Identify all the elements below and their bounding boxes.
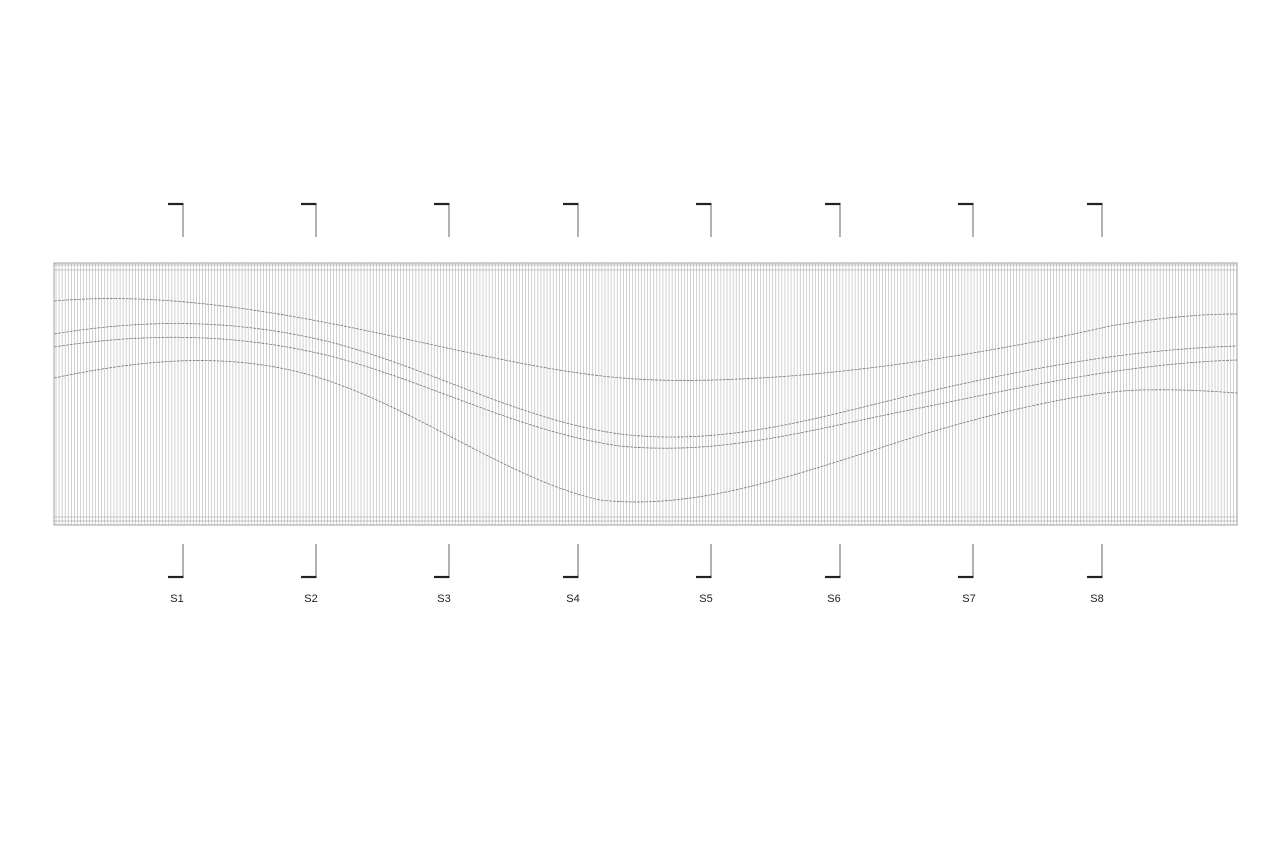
section-label-s2: S2	[304, 593, 317, 605]
facade-outline	[53, 262, 1238, 526]
section-marker-s7: S7	[958, 202, 976, 605]
section-marker-s8: S8	[1087, 202, 1104, 605]
section-marker-s4: S4	[563, 202, 580, 605]
section-label-s7: S7	[962, 593, 975, 605]
section-label-s6: S6	[827, 593, 840, 605]
wave-curves	[53, 298, 1238, 503]
section-label-s4: S4	[566, 593, 579, 605]
section-label-s3: S3	[437, 593, 450, 605]
section-label-s5: S5	[699, 593, 712, 605]
section-marker-s5: S5	[696, 202, 713, 605]
section-marker-s3: S3	[434, 202, 451, 605]
section-markers: S1 S2 S3 S4 S5 S6 S7 S8	[168, 202, 1104, 605]
section-marker-s6: S6	[825, 202, 841, 605]
vertical-fins	[55, 263, 1234, 525]
wave-curve-2	[53, 323, 1238, 438]
section-marker-s1: S1	[168, 202, 184, 605]
wave-curve-3	[53, 336, 1238, 449]
section-label-s1: S1	[170, 593, 183, 605]
section-label-s8: S8	[1090, 593, 1103, 605]
section-marker-s2: S2	[301, 202, 318, 605]
wave-curve-4	[53, 360, 1238, 503]
wave-curve-1	[53, 298, 1238, 381]
